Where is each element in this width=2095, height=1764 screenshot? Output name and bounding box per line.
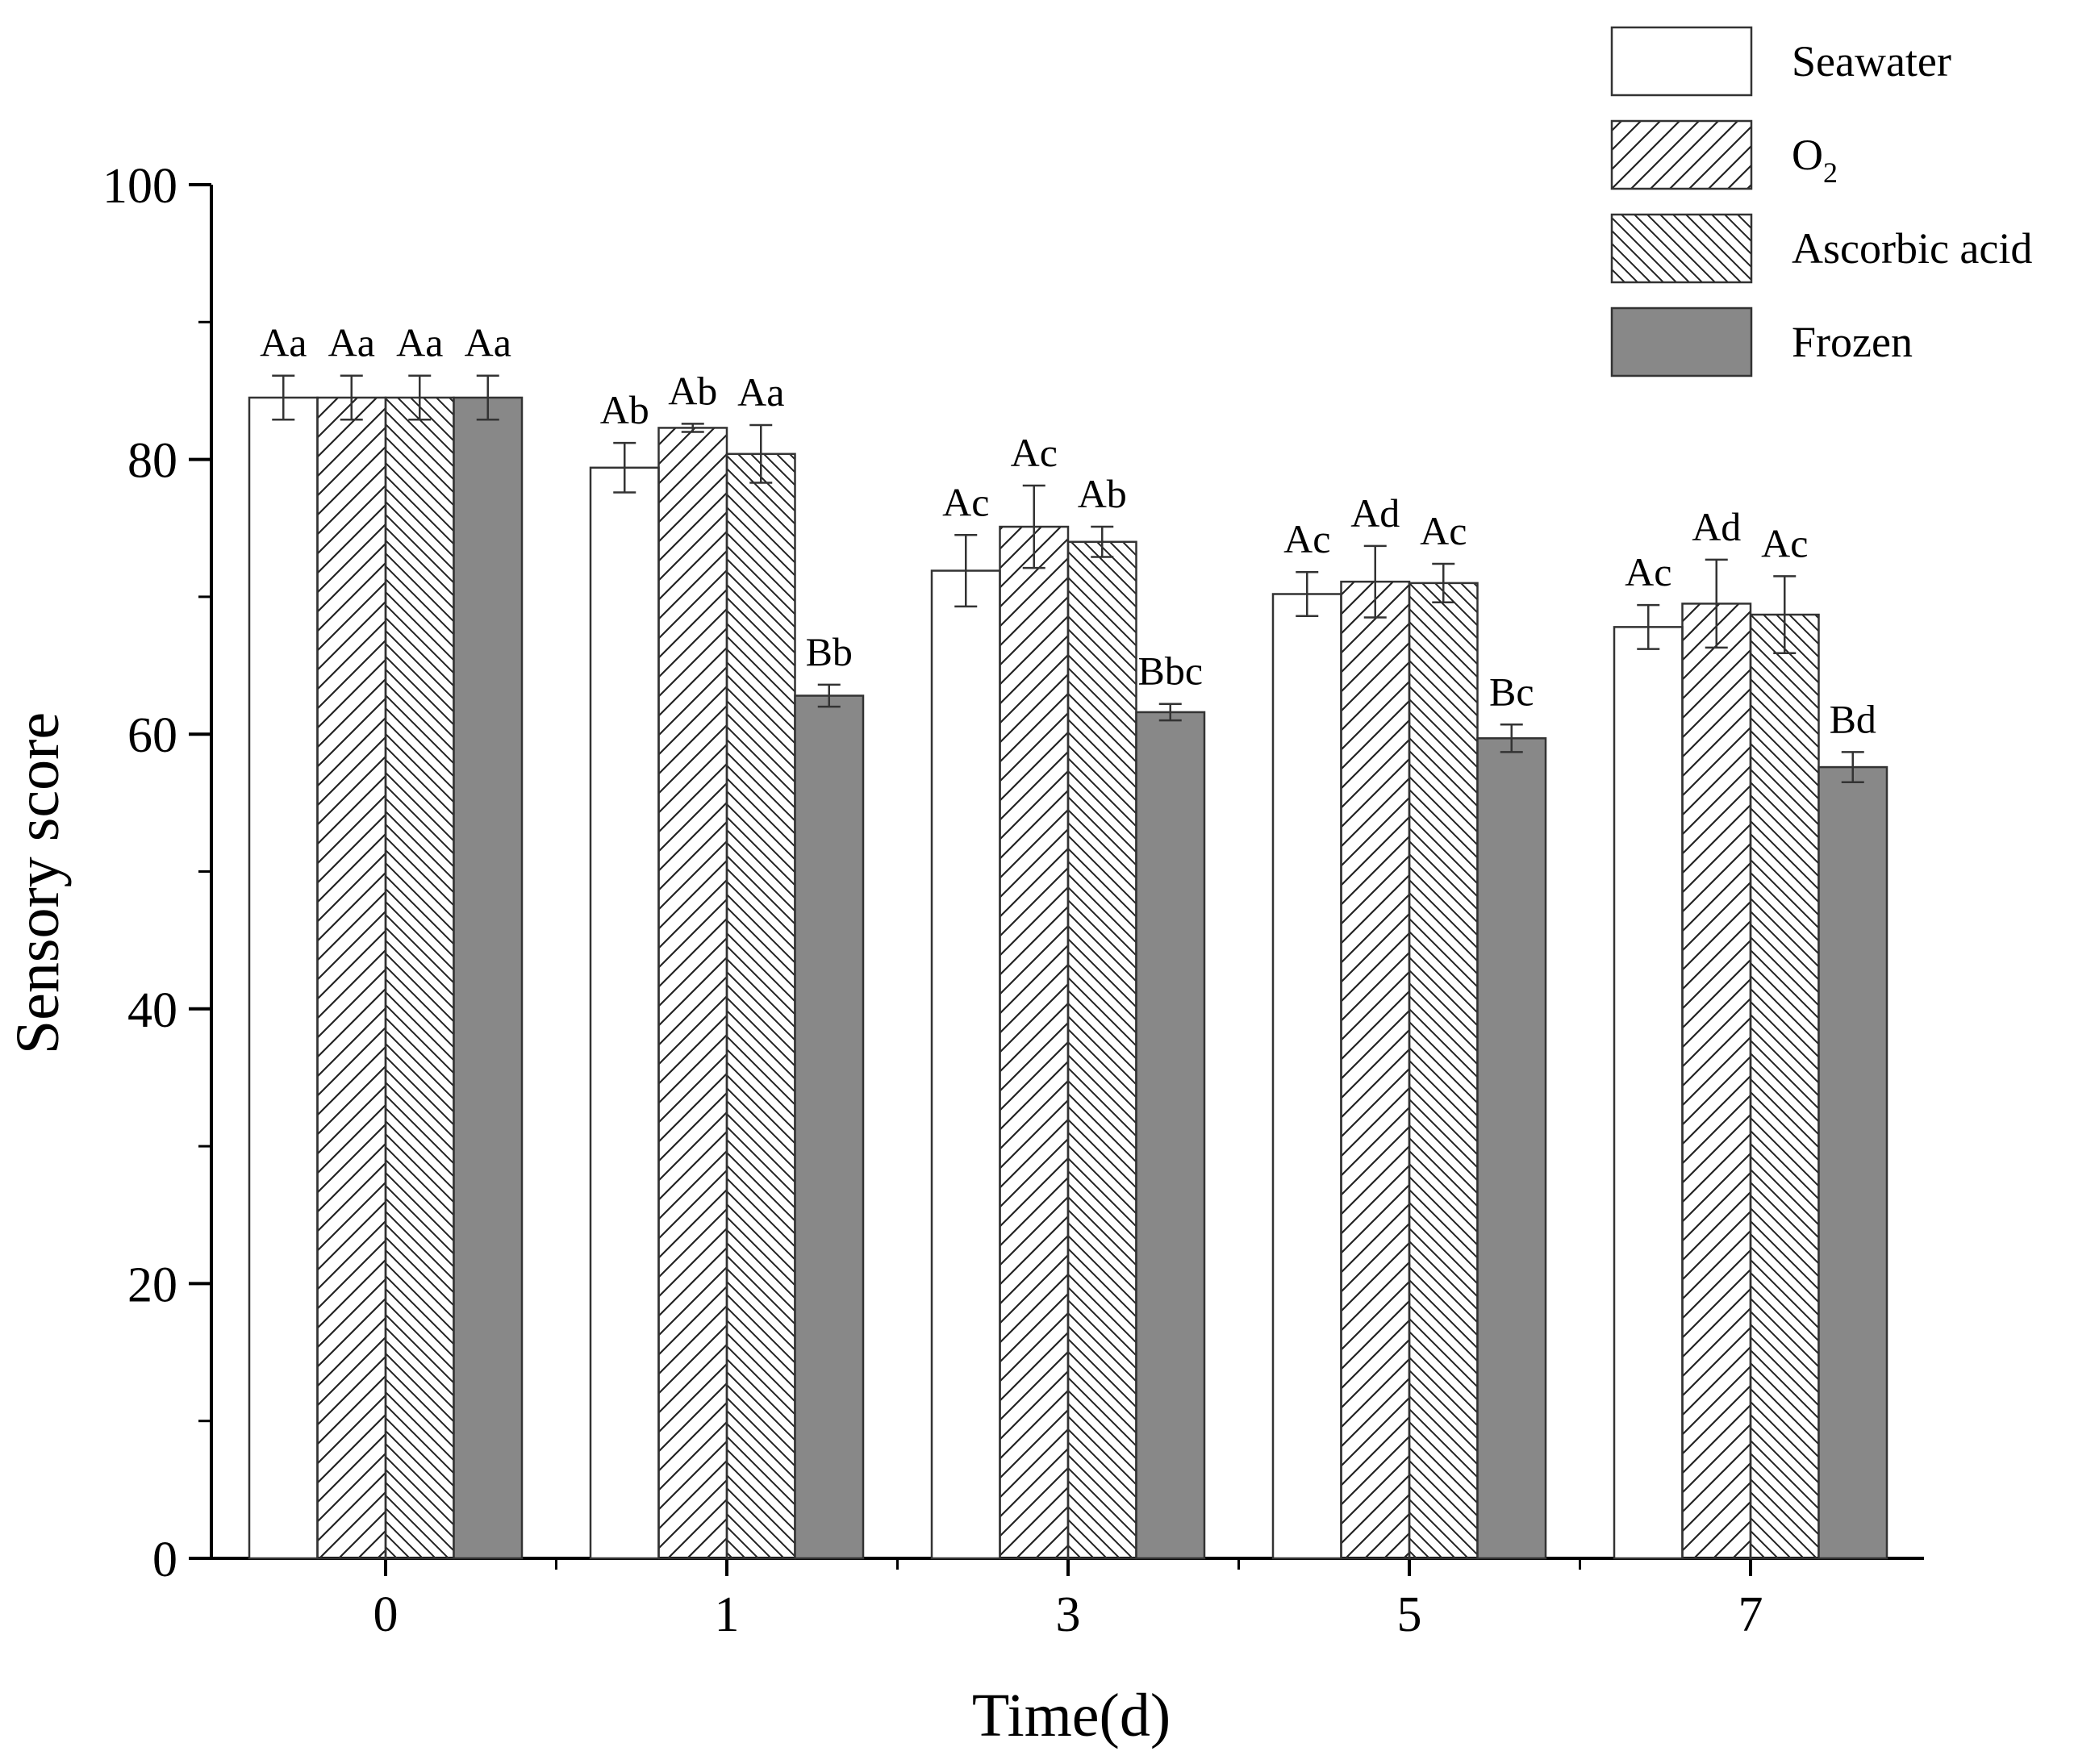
significance-label: Aa <box>396 320 443 365</box>
legend-label-subscript: 2 <box>1823 156 1838 189</box>
y-tick-label: 80 <box>127 434 177 489</box>
legend-swatch <box>1610 307 1753 377</box>
axes: 0 20 40 60 80 100 0 1 3 5 7 <box>102 159 1924 1642</box>
x-tick-label: 1 <box>715 1587 740 1642</box>
significance-label: Ad <box>1692 504 1741 549</box>
y-tick-label: 60 <box>127 708 177 763</box>
y-tick-label: 100 <box>102 159 177 214</box>
bar-o2 <box>999 525 1070 1560</box>
legend-label: Seawater <box>1792 37 1951 85</box>
error-bar <box>681 423 704 433</box>
error-bar <box>1091 525 1114 558</box>
bar-ascorbic-acid <box>1066 540 1137 1560</box>
bar-frozen <box>1817 765 1888 1560</box>
significance-label: Bb <box>806 629 853 674</box>
significance-label: Ab <box>600 387 649 432</box>
significance-label: Ac <box>1011 430 1058 475</box>
x-tick-label: 7 <box>1738 1587 1763 1642</box>
bar-frozen <box>1476 737 1547 1560</box>
y-tick-label: 40 <box>127 983 177 1038</box>
legend-swatch <box>1610 119 1753 190</box>
error-bar <box>1773 575 1797 654</box>
significance-label: Aa <box>328 320 375 365</box>
x-tick-label: 0 <box>374 1587 399 1642</box>
y-axis-title: Sensory score <box>4 712 72 1054</box>
x-axis-title: Time(d) <box>972 1682 1171 1749</box>
bar-seawater <box>930 569 1001 1560</box>
bar-seawater <box>1613 626 1684 1560</box>
error-bar <box>1705 558 1728 649</box>
error-bar <box>817 683 841 708</box>
error-bar <box>1432 562 1455 603</box>
bars <box>248 396 1888 1560</box>
bar-ascorbic-acid <box>384 396 455 1560</box>
legend-swatch <box>1610 213 1753 284</box>
significance-label: Bd <box>1830 696 1876 741</box>
x-tick-label: 3 <box>1056 1587 1081 1642</box>
error-bar <box>1158 703 1182 722</box>
bar-seawater <box>1271 593 1342 1560</box>
error-bar <box>1500 724 1523 753</box>
x-tick-label: 5 <box>1397 1587 1422 1642</box>
significance-label: Ab <box>1078 471 1127 516</box>
bar-seawater <box>589 466 660 1560</box>
legend-swatch <box>1610 26 1753 97</box>
legend-label: O2 <box>1792 131 1838 189</box>
significance-label: Ab <box>668 368 717 413</box>
significance-label: Ac <box>1420 508 1467 553</box>
significance-label: Ac <box>1625 549 1671 594</box>
significance-label: Aa <box>465 320 511 365</box>
bar-o2 <box>1340 580 1411 1560</box>
legend-label: Frozen <box>1792 318 1913 366</box>
significance-label: Ac <box>1283 516 1330 561</box>
error-bar <box>476 374 499 421</box>
significance-label: Aa <box>737 369 784 415</box>
significance-label: Aa <box>260 320 307 365</box>
bar-frozen <box>794 694 865 1560</box>
significance-label: Bbc <box>1137 648 1203 694</box>
bar-ascorbic-acid <box>725 452 796 1560</box>
legend: Seawater O2 Ascorbic acid Frozen <box>1610 26 2032 377</box>
significance-label: Bc <box>1489 669 1534 714</box>
significance-label: Ac <box>942 479 989 524</box>
bar-ascorbic-acid <box>1749 613 1820 1560</box>
error-bar <box>1637 603 1660 650</box>
y-tick-label: 0 <box>152 1533 177 1587</box>
y-tick-label: 20 <box>127 1257 177 1312</box>
error-bar <box>408 374 432 421</box>
error-bar <box>1363 544 1387 619</box>
bar-o2 <box>657 427 728 1560</box>
error-bar <box>1022 484 1045 569</box>
significance-labels: Aa Aa Aa Aa Ab Ab Aa Bb Ac Ac Ab Bbc Ac Ad Ac Bc Ac Ad Ac B… <box>260 320 1876 742</box>
significance-label: Ac <box>1761 520 1808 565</box>
bar-frozen <box>453 396 524 1560</box>
bar-ascorbic-acid <box>1408 582 1479 1560</box>
bar-o2 <box>316 396 387 1560</box>
bar-o2 <box>1681 603 1752 1560</box>
error-bar <box>1841 751 1864 784</box>
error-bar <box>272 374 295 421</box>
significance-label: Ad <box>1350 490 1400 536</box>
error-bar <box>1296 570 1319 617</box>
error-bar <box>749 423 773 484</box>
error-bar <box>340 374 363 421</box>
bar-seawater <box>248 396 319 1560</box>
legend-label: Ascorbic acid <box>1792 224 2032 273</box>
error-bar <box>954 534 978 608</box>
error-bar <box>613 441 636 494</box>
bar-frozen <box>1135 711 1206 1560</box>
error-bars <box>272 374 1864 784</box>
